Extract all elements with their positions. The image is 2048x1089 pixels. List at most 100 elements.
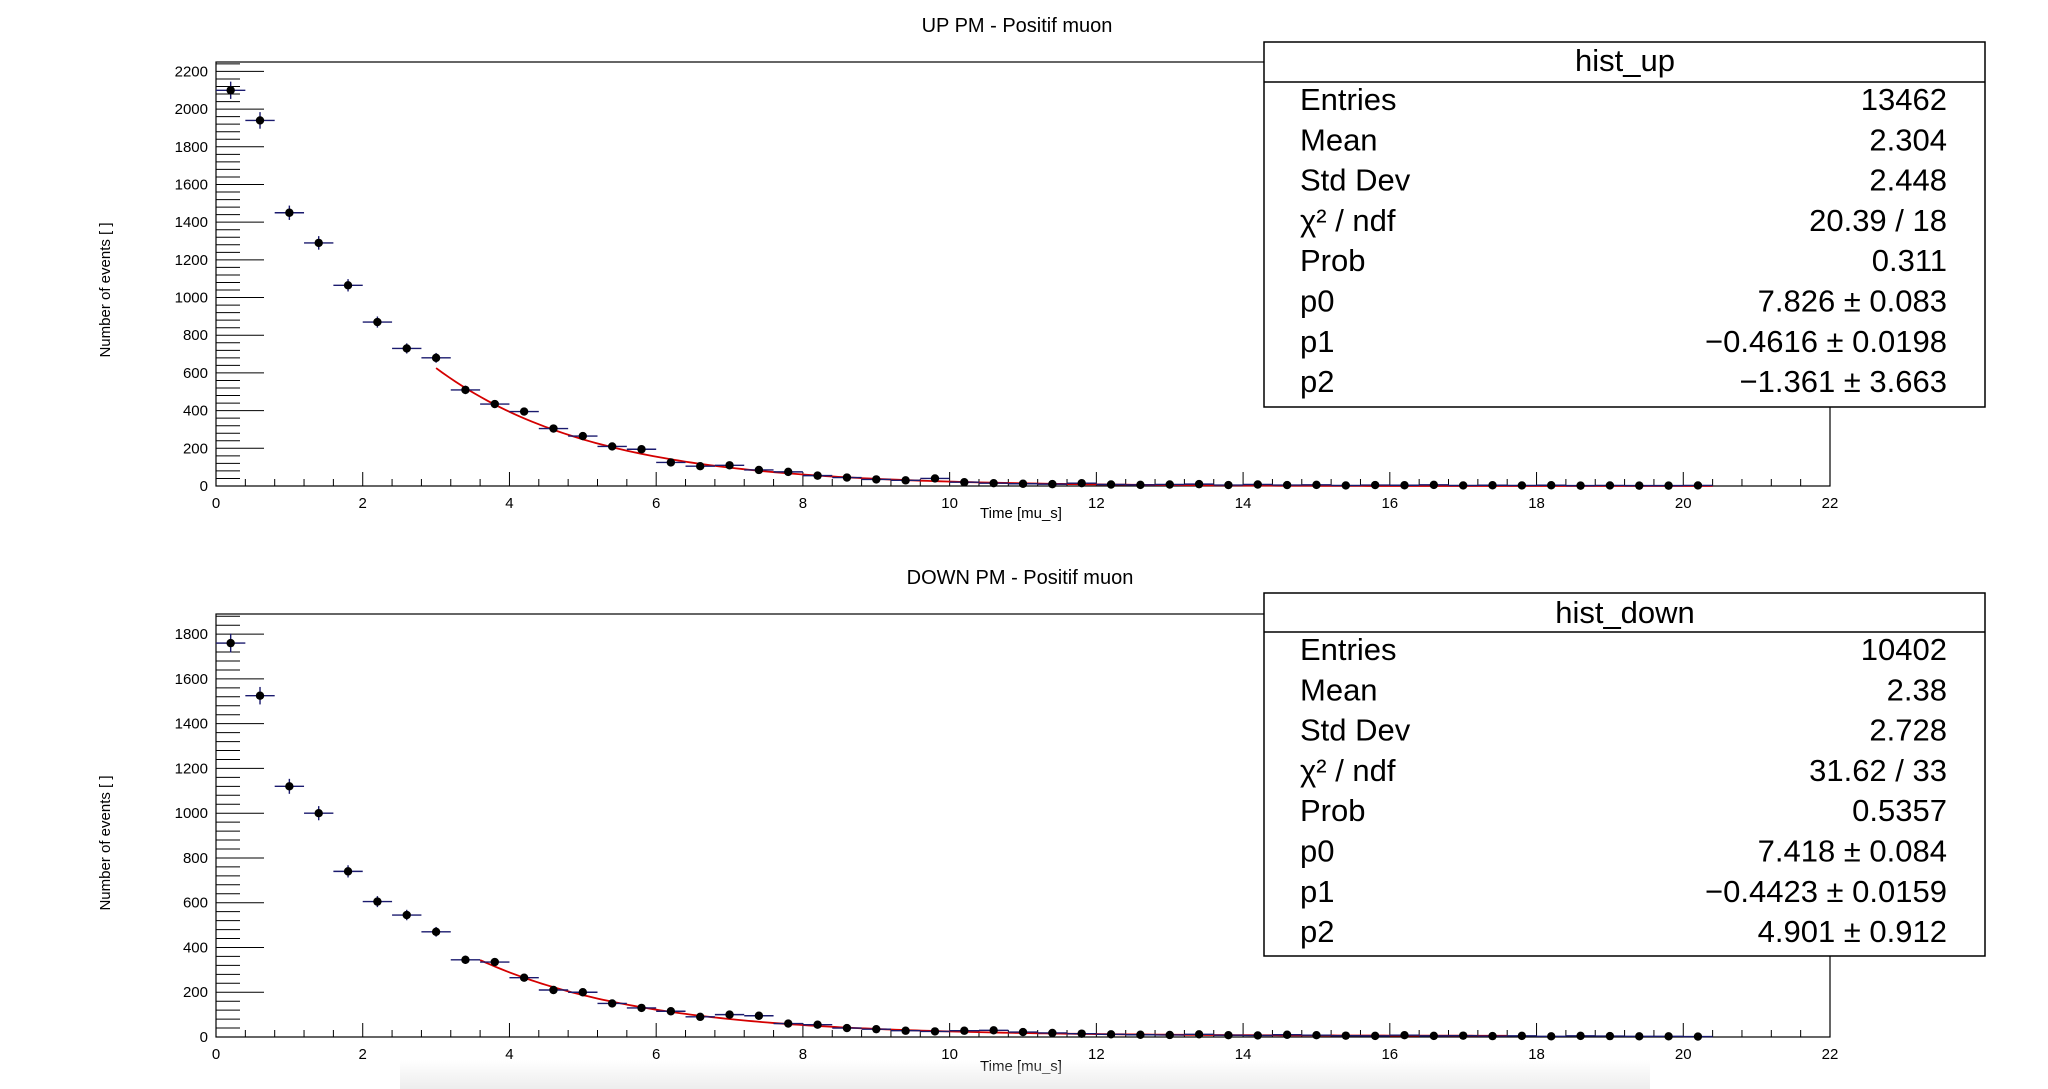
stats-value: 2.728 (1869, 713, 1947, 748)
y-tick-label: 0 (200, 1029, 208, 1046)
y-tick-label: 1000 (175, 805, 208, 822)
data-point (1448, 481, 1478, 490)
tick-marks: 0 2 4 6 8 10 12 14 16 18 20 22 0 200 400 600 800 1000 1200… (175, 63, 1839, 512)
data-point (802, 1020, 833, 1029)
y-tick-label: 400 (183, 939, 208, 956)
data-point (1507, 481, 1537, 490)
x-tick-label: 6 (652, 1046, 660, 1063)
y-tick-label: 1200 (175, 252, 208, 269)
stats-label: p0 (1300, 834, 1334, 869)
data-point (1565, 481, 1596, 490)
stats-label: p2 (1300, 914, 1334, 949)
data-point (450, 955, 481, 964)
data-point (832, 1023, 862, 1033)
stats-value: 10402 (1861, 632, 1947, 667)
data-point (1536, 481, 1566, 490)
data-point (744, 1011, 774, 1020)
data-point (744, 465, 774, 475)
data-points (216, 81, 1713, 490)
y-tick-label: 1400 (175, 716, 208, 733)
data-points (216, 633, 1713, 1041)
stats-value: 2.448 (1869, 163, 1947, 198)
data-point (1360, 1031, 1390, 1041)
data-point (949, 478, 979, 487)
x-tick-label: 22 (1822, 1046, 1839, 1063)
data-point (1272, 480, 1302, 490)
data-point (685, 462, 715, 471)
data-point (1448, 1031, 1478, 1040)
y-tick-label: 200 (183, 440, 208, 457)
data-point (832, 473, 862, 482)
stats-value: 20.39 / 18 (1809, 203, 1947, 238)
stats-label: Entries (1300, 632, 1396, 667)
data-point (1419, 1031, 1449, 1041)
data-point (216, 633, 246, 653)
data-point (714, 1010, 745, 1019)
chart-title: UP PM - Positif muon (922, 15, 1113, 37)
x-axis-label: Time [mu_s] (980, 505, 1062, 522)
x-tick-label: 10 (941, 1046, 958, 1063)
data-point (1243, 480, 1273, 489)
tick-marks: 0 2 4 6 8 10 12 14 16 18 20 22 0 200 400 600 800 1000 1200… (175, 615, 1839, 1063)
x-tick-label: 16 (1381, 495, 1398, 512)
y-tick-label: 200 (183, 984, 208, 1001)
y-tick-label: 400 (183, 403, 208, 420)
stats-value: 2.304 (1869, 122, 1947, 157)
stats-label: Std Dev (1300, 713, 1411, 748)
data-point (861, 475, 891, 484)
data-point (538, 985, 569, 995)
x-tick-label: 0 (212, 495, 220, 512)
y-tick-label: 1800 (175, 626, 208, 643)
stats-label: p1 (1300, 324, 1334, 359)
data-point (421, 352, 451, 363)
data-point (245, 112, 275, 129)
y-tick-label: 2000 (175, 101, 208, 118)
y-tick-label: 1800 (175, 139, 208, 156)
data-point (1389, 481, 1420, 490)
stats-value: 2.38 (1887, 672, 1947, 707)
data-point (1389, 1031, 1420, 1040)
data-point (1536, 1032, 1566, 1041)
data-point (1272, 1030, 1302, 1039)
stats-value: 0.5357 (1852, 793, 1947, 828)
x-tick-label: 0 (212, 1046, 220, 1063)
stats-value: 7.418 ± 0.084 (1758, 834, 1947, 869)
data-point (392, 909, 422, 921)
data-point (773, 467, 803, 477)
x-tick-label: 20 (1675, 495, 1692, 512)
x-tick-label: 22 (1822, 495, 1839, 512)
x-tick-label: 14 (1235, 495, 1252, 512)
data-point (1477, 481, 1508, 490)
data-point (685, 1012, 715, 1022)
data-point (890, 476, 921, 485)
y-tick-label: 600 (183, 365, 208, 382)
data-point (1008, 1027, 1038, 1037)
data-point (1683, 481, 1713, 490)
data-point (1331, 481, 1361, 490)
stats-label: Prob (1300, 793, 1365, 828)
stats-box: hist_up Entries 13462 Mean 2.304 Std Dev 2.44… (1263, 41, 1986, 408)
data-point (1624, 481, 1654, 490)
data-point (304, 236, 334, 250)
data-point (1595, 481, 1625, 490)
stats-label: Mean (1300, 122, 1378, 157)
data-point (1067, 1029, 1097, 1038)
stats-value: 13462 (1861, 82, 1947, 117)
data-point (1565, 1031, 1596, 1041)
y-tick-label: 1000 (175, 290, 208, 307)
data-point (1125, 1030, 1156, 1039)
data-point (1360, 480, 1390, 490)
data-point (421, 926, 451, 937)
data-point (274, 778, 305, 794)
data-point (656, 1007, 686, 1016)
data-point (1213, 1031, 1244, 1040)
y-tick-label: 1600 (175, 176, 208, 193)
data-point (1067, 478, 1097, 488)
data-point (1008, 479, 1038, 488)
data-point (1331, 1031, 1361, 1040)
data-point (1184, 479, 1214, 489)
data-point (1301, 480, 1332, 490)
data-point (1624, 1032, 1654, 1041)
data-point (480, 957, 510, 967)
